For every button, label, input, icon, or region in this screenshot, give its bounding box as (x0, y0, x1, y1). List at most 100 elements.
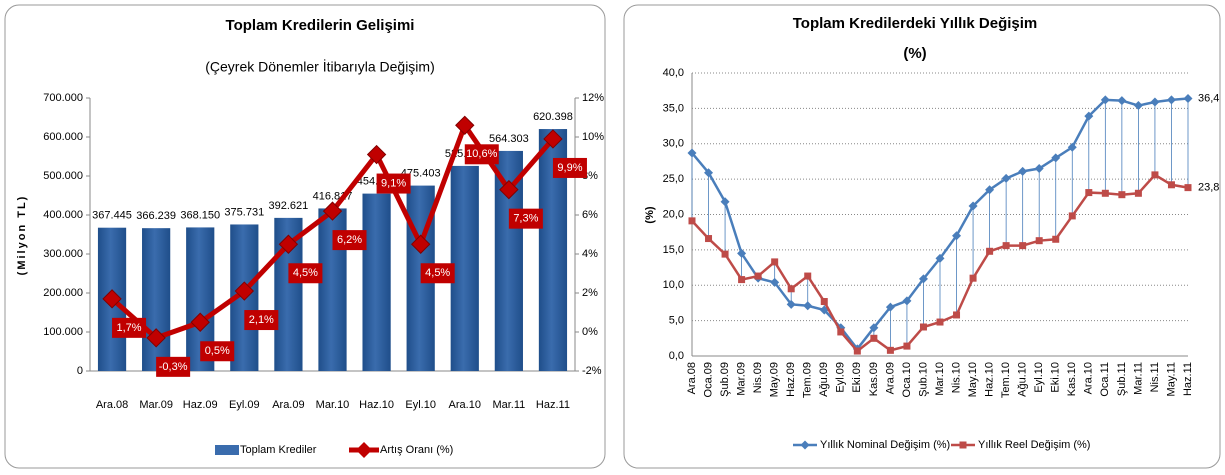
line-marker (886, 346, 894, 354)
x-tick-label: Oca.11 (1099, 362, 1111, 397)
line-marker (1184, 184, 1192, 192)
x-tick-label: Eyl.09 (835, 362, 847, 393)
line-marker (1166, 95, 1176, 105)
value-label-box (508, 208, 543, 229)
bar-value-label: 368.150 (180, 209, 220, 221)
y-tick-label: 20,0 (663, 208, 684, 220)
line-marker (1068, 212, 1076, 220)
x-tick-label: Eki.10 (1050, 362, 1062, 393)
line-marker (969, 274, 977, 282)
y-tick-label: 400.000 (43, 209, 83, 221)
y-tick-label: 35,0 (663, 102, 684, 114)
line-marker (903, 342, 911, 350)
line-marker (770, 277, 780, 287)
x-tick-label: Şub.10 (917, 362, 929, 397)
value-label-box (200, 341, 235, 362)
x-tick-label: Haz.10 (984, 362, 996, 397)
x-tick-label: Kas.10 (1066, 362, 1078, 396)
x-tick-label: Ara.08 (96, 399, 128, 411)
line-marker (952, 231, 962, 241)
y2-tick-label: 12% (582, 92, 604, 104)
line-marker (1101, 189, 1109, 197)
line-marker (803, 301, 813, 311)
line-marker (919, 323, 927, 331)
line-marker (953, 311, 961, 319)
y-tick-label: 40,0 (663, 67, 684, 79)
bar (362, 193, 391, 371)
line-marker (687, 148, 697, 158)
x-tick-label: Haz.10 (359, 399, 394, 411)
line-value-label: 6,2% (337, 234, 362, 246)
line-marker (968, 201, 978, 211)
bar-value-label: 392.621 (269, 200, 309, 212)
line-marker (1001, 173, 1011, 183)
panel (623, 4, 1221, 469)
bar-value-label: 367.445 (92, 210, 132, 222)
line-marker (1118, 191, 1126, 199)
line-marker (787, 285, 795, 293)
line-marker (1067, 142, 1077, 152)
y-tick-label: 15,0 (663, 244, 684, 256)
y-tick-label: 500.000 (43, 170, 83, 182)
value-label: 23,8 (1198, 182, 1219, 194)
chart-title: Toplam Kredilerdeki Yıllık Değişim (793, 15, 1038, 32)
line-marker (278, 234, 299, 254)
line-marker (1085, 189, 1093, 197)
line-marker (1034, 164, 1044, 174)
line-marker (1151, 171, 1159, 179)
line-value-label: 1,7% (117, 322, 142, 334)
x-tick-label: Oca.09 (702, 362, 714, 397)
line-marker (720, 197, 730, 207)
line-marker (1002, 242, 1010, 250)
value-label: 36,4 (1198, 92, 1219, 104)
x-tick-label: Ara.09 (272, 399, 304, 411)
line-marker (1133, 101, 1143, 111)
line-value-label: 10,6% (466, 148, 497, 160)
y2-tick-label: 6% (582, 209, 598, 221)
line-marker (499, 179, 519, 200)
y2-tick-label: 2% (582, 287, 598, 299)
line-value-label: -0,3% (159, 361, 188, 373)
x-tick-label: Mar.10 (934, 362, 946, 396)
chart-subtitle: (Çeyrek Dönemler İtibarıyla Değişim) (205, 58, 435, 75)
bar (450, 165, 479, 371)
line-marker (1018, 166, 1028, 176)
x-tick-label: May.10 (967, 362, 979, 397)
y2-tick-label: 0% (582, 326, 598, 338)
x-tick-label: Oca.10 (901, 362, 913, 397)
x-tick-label: Ara.08 (686, 362, 698, 394)
legend-label: Yıllık Reel Değişim (%) (978, 439, 1090, 451)
line-marker (190, 312, 210, 332)
y-tick-label: 600.000 (43, 131, 83, 143)
x-tick-label: Mar.09 (139, 399, 173, 411)
line-marker (146, 328, 166, 348)
x-tick-label: Şub.09 (719, 362, 731, 397)
line-value-label: 0,5% (205, 345, 230, 357)
line-marker (870, 334, 878, 342)
bar-value-label: 564.303 (489, 133, 529, 145)
x-tick-label: Ara.10 (1083, 362, 1095, 394)
x-tick-label: Nis.11 (1149, 362, 1161, 392)
x-tick-label: Eki.09 (851, 362, 863, 393)
line-marker (1134, 189, 1142, 197)
line-marker (322, 201, 343, 221)
x-tick-label: Kas.09 (868, 362, 880, 396)
x-tick-label: Haz.09 (785, 362, 797, 397)
bar-value-label: 375.731 (224, 206, 264, 218)
y2-tick-label: 10% (582, 131, 604, 143)
legend-label: Yıllık Nominal Değişim (%) (820, 439, 950, 451)
line-marker (234, 281, 255, 301)
x-tick-label: Haz.09 (183, 399, 218, 411)
line-marker (737, 248, 747, 258)
line-marker (410, 234, 431, 254)
y-tick-label: 25,0 (663, 173, 684, 185)
line-marker (804, 272, 812, 280)
line-marker (936, 318, 944, 326)
line-marker (935, 253, 945, 263)
x-tick-label: Haz.11 (536, 399, 570, 411)
value-label-box (420, 263, 455, 284)
line-marker (704, 168, 714, 178)
line-marker (1084, 111, 1094, 121)
y-tick-label: 0 (77, 365, 83, 377)
